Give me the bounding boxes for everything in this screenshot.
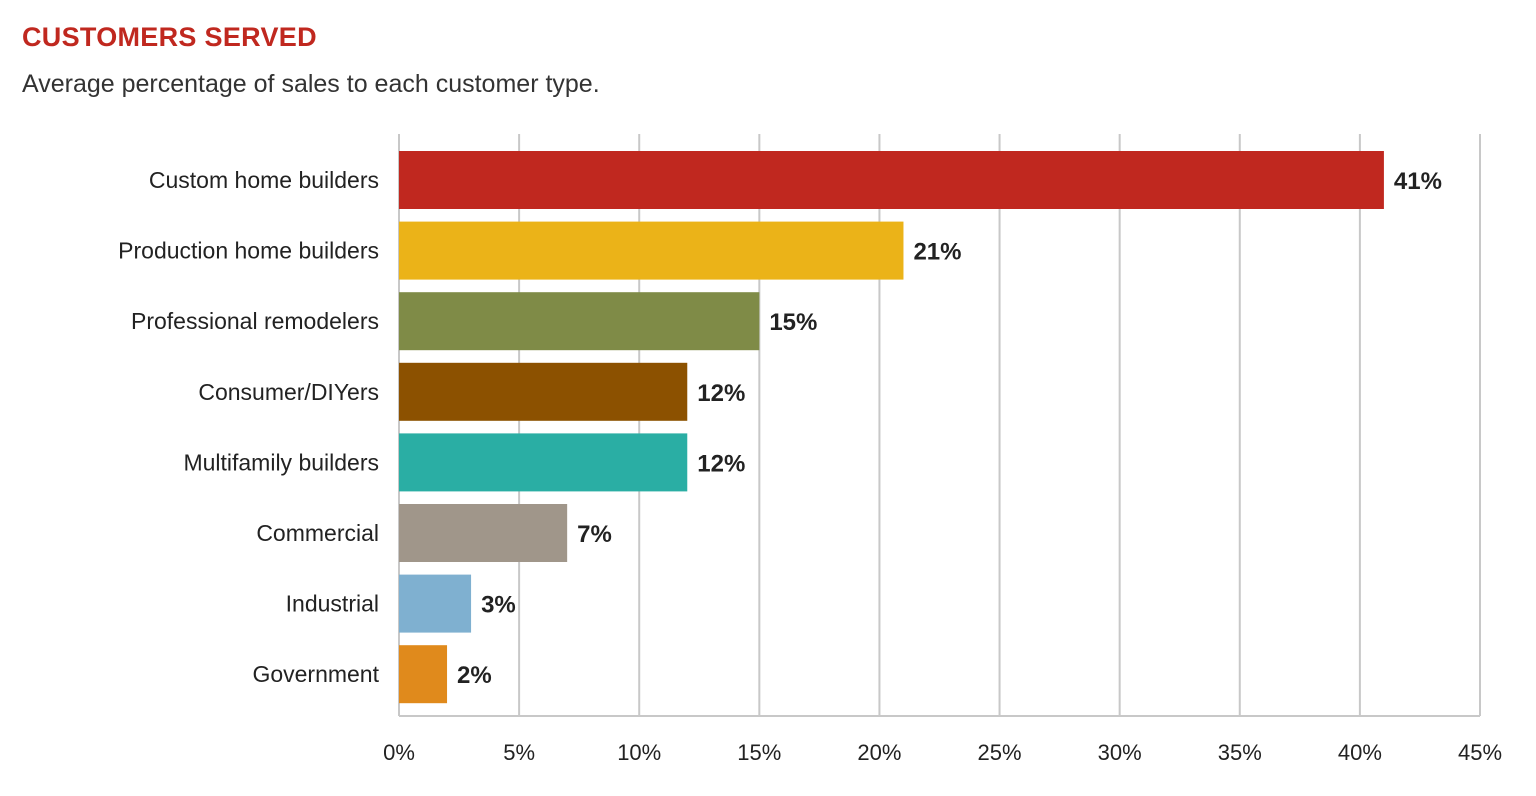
x-tick-label: 25% [978, 740, 1022, 765]
data-label: 41% [1394, 168, 1442, 195]
data-label: 12% [697, 380, 745, 407]
data-label: 15% [769, 309, 817, 336]
category-label: Production home builders [118, 238, 379, 264]
category-label: Professional remodelers [131, 308, 379, 334]
bars [399, 151, 1384, 704]
data-label: 2% [457, 662, 492, 689]
bar [399, 292, 760, 351]
category-label: Commercial [256, 520, 379, 546]
x-tick-label: 0% [383, 740, 415, 765]
category-label: Industrial [286, 591, 379, 617]
chart-title: CUSTOMERS SERVED [22, 22, 317, 52]
bar [399, 645, 448, 704]
value-labels: 41% 21% 15% 12% 12% 7% 3% 2% [457, 168, 1442, 689]
bar [399, 221, 904, 280]
category-label: Consumer/DIYers [198, 379, 379, 405]
bar [399, 362, 688, 421]
gridlines [398, 134, 1481, 717]
bar [399, 433, 688, 492]
data-label: 21% [913, 239, 961, 266]
data-label: 12% [697, 450, 745, 477]
x-tick-label: 45% [1458, 740, 1502, 765]
category-labels: Custom home builders Production home buil… [118, 167, 379, 687]
category-label: Multifamily builders [183, 449, 379, 475]
x-tick-label: 40% [1338, 740, 1382, 765]
bar [399, 151, 1384, 209]
x-tick-label: 20% [857, 740, 901, 765]
chart-subtitle: Average percentage of sales to each cust… [22, 70, 600, 98]
x-tick-label: 35% [1218, 740, 1262, 765]
x-axis-ticks: 0% 5% 10% 15% 20% 25% 30% 35% 40% 45% [383, 740, 1502, 765]
x-tick-label: 30% [1098, 740, 1142, 765]
category-label: Custom home builders [149, 167, 379, 193]
category-label: Government [252, 661, 379, 687]
x-tick-label: 10% [617, 740, 661, 765]
data-label: 7% [577, 521, 612, 548]
x-tick-label: 15% [737, 740, 781, 765]
data-label: 3% [481, 592, 516, 619]
x-tick-label: 5% [503, 740, 535, 765]
bar [399, 504, 568, 562]
bar [399, 574, 472, 633]
